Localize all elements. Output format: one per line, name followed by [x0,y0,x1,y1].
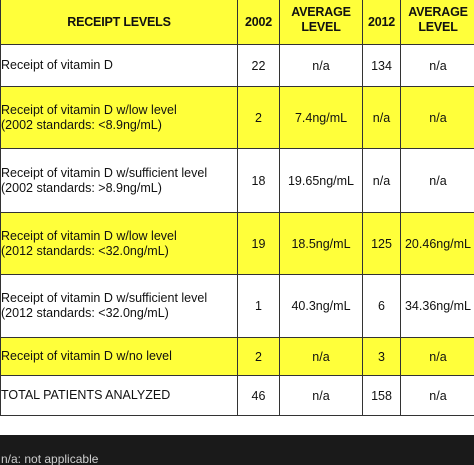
footnote-bar: n/a: not applicable [0,435,474,465]
count-2012-cell: 3 [362,337,401,376]
table-row: Receipt of vitamin D w/sufficient level … [0,274,474,338]
average-2002-cell: 19.65ng/mL [279,148,363,213]
table-row: Receipt of vitamin D w/no level 2 n/a 3 … [0,337,474,376]
average-2012-cell: n/a [400,337,474,376]
count-2002-cell: 2 [237,337,280,376]
row-label: Receipt of vitamin D w/no level [0,337,238,376]
count-2012-cell: 125 [362,212,401,275]
row-label: Receipt of vitamin D w/low level (2012 s… [0,212,238,275]
table-row: Receipt of vitamin D w/low level (2012 s… [0,212,474,275]
row-label: Receipt of vitamin D w/sufficient level … [0,274,238,338]
table-header-row: RECEIPT LEVELS 2002 AVERAGE LEVEL 2012 A… [0,0,474,45]
count-2012-cell: 6 [362,274,401,338]
header-average-level-2002: AVERAGE LEVEL [279,0,363,45]
average-2012-cell: n/a [400,375,474,416]
count-2002-cell: 2 [237,86,280,149]
header-average-level-2012: AVERAGE LEVEL [400,0,474,45]
count-2002-cell: 46 [237,375,280,416]
count-2002-cell: 22 [237,44,280,87]
table-row: Receipt of vitamin D 22 n/a 134 n/a [0,44,474,87]
average-2012-cell: n/a [400,86,474,149]
average-2002-cell: 7.4ng/mL [279,86,363,149]
average-2002-cell: n/a [279,44,363,87]
count-2002-cell: 1 [237,274,280,338]
row-label: TOTAL PATIENTS ANALYZED [0,375,238,416]
count-2012-cell: n/a [362,86,401,149]
header-year-2002: 2002 [237,0,280,45]
header-receipt-levels: RECEIPT LEVELS [0,0,238,45]
average-2002-cell: n/a [279,337,363,376]
row-label: Receipt of vitamin D w/sufficient level … [0,148,238,213]
average-2012-cell: n/a [400,44,474,87]
vitamin-d-receipt-table: RECEIPT LEVELS 2002 AVERAGE LEVEL 2012 A… [0,0,474,416]
count-2012-cell: 158 [362,375,401,416]
row-label: Receipt of vitamin D [0,44,238,87]
average-2002-cell: n/a [279,375,363,416]
row-label: Receipt of vitamin D w/low level (2002 s… [0,86,238,149]
average-2012-cell: 34.36ng/mL [400,274,474,338]
average-2012-cell: n/a [400,148,474,213]
table-row: Receipt of vitamin D w/sufficient level … [0,148,474,213]
count-2012-cell: 134 [362,44,401,87]
header-year-2012: 2012 [362,0,401,45]
table-row-total: TOTAL PATIENTS ANALYZED 46 n/a 158 n/a [0,375,474,416]
count-2002-cell: 18 [237,148,280,213]
average-2002-cell: 18.5ng/mL [279,212,363,275]
footnote: n/a: not applicable [1,452,99,465]
average-2012-cell: 20.46ng/mL [400,212,474,275]
count-2002-cell: 19 [237,212,280,275]
average-2002-cell: 40.3ng/mL [279,274,363,338]
table-row: Receipt of vitamin D w/low level (2002 s… [0,86,474,149]
count-2012-cell: n/a [362,148,401,213]
